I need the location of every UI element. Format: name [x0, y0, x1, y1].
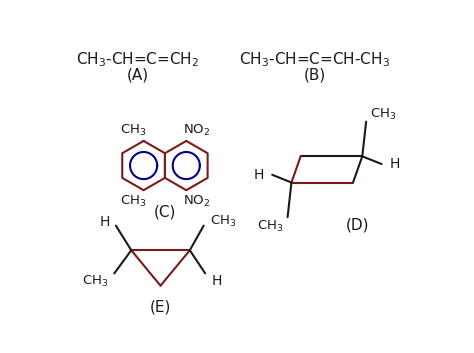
Text: H: H	[389, 157, 400, 171]
Text: CH$_3$: CH$_3$	[120, 193, 146, 209]
Text: CH$_3$-CH=C=CH-CH$_3$: CH$_3$-CH=C=CH-CH$_3$	[239, 50, 390, 68]
Text: H: H	[100, 215, 109, 229]
Text: CH$_3$: CH$_3$	[210, 214, 236, 229]
Text: CH$_3$: CH$_3$	[82, 274, 108, 289]
Text: (D): (D)	[346, 217, 369, 232]
Text: (E): (E)	[150, 300, 171, 315]
Text: (A): (A)	[127, 67, 148, 82]
Text: H: H	[211, 274, 222, 288]
Text: NO$_2$: NO$_2$	[183, 193, 210, 209]
Text: NO$_2$: NO$_2$	[183, 122, 210, 138]
Text: CH$_3$: CH$_3$	[257, 219, 284, 234]
Text: (B): (B)	[303, 67, 326, 82]
Text: CH$_3$: CH$_3$	[120, 122, 146, 138]
Text: CH$_3$-CH=C=CH$_2$: CH$_3$-CH=C=CH$_2$	[76, 50, 199, 68]
Text: (C): (C)	[154, 204, 176, 219]
Text: CH$_3$: CH$_3$	[370, 106, 396, 121]
Text: H: H	[254, 168, 264, 182]
